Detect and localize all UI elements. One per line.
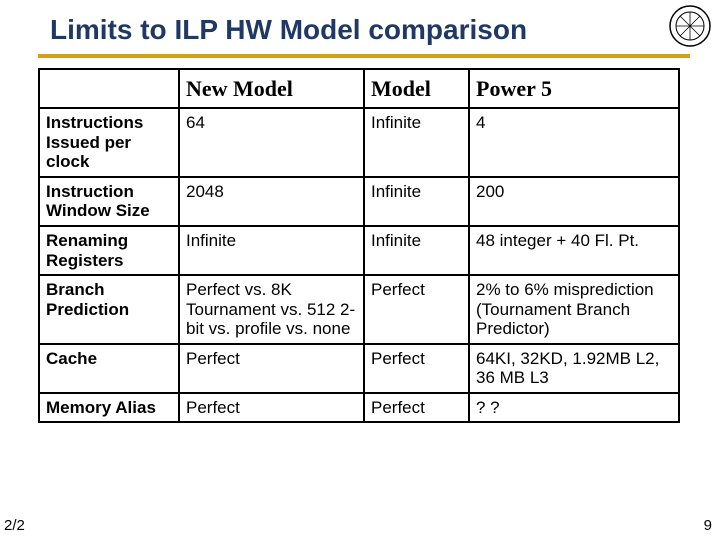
table-cell: Infinite <box>364 177 469 226</box>
table-cell: 200 <box>469 177 679 226</box>
row-label: Instruction Window Size <box>39 177 179 226</box>
table-header: Model <box>364 69 469 108</box>
table-row: Instructions Issued per clock 64 Infinit… <box>39 108 679 177</box>
table-cell: ? ? <box>469 393 679 423</box>
title-underline <box>38 54 690 58</box>
table-cell: 64 <box>179 108 364 177</box>
row-label: Branch Prediction <box>39 275 179 344</box>
row-label: Renaming Registers <box>39 226 179 275</box>
table-cell: Perfect <box>179 344 364 393</box>
table-cell: Infinite <box>179 226 364 275</box>
row-label: Instructions Issued per clock <box>39 108 179 177</box>
table-header-row: New Model Model Power 5 <box>39 69 679 108</box>
table-cell: Perfect <box>364 344 469 393</box>
table-cell: 2048 <box>179 177 364 226</box>
row-label: Cache <box>39 344 179 393</box>
comparison-table: New Model Model Power 5 Instructions Iss… <box>38 68 680 423</box>
seal-icon <box>668 4 712 48</box>
table-row: Branch Prediction Perfect vs. 8K Tournam… <box>39 275 679 344</box>
table-cell: Infinite <box>364 226 469 275</box>
table-row: Instruction Window Size 2048 Infinite 20… <box>39 177 679 226</box>
table-cell: Perfect vs. 8K Tournament vs. 512 2-bit … <box>179 275 364 344</box>
row-label: Memory Alias <box>39 393 179 423</box>
table-row: Renaming Registers Infinite Infinite 48 … <box>39 226 679 275</box>
table-header <box>39 69 179 108</box>
table-cell: 4 <box>469 108 679 177</box>
slide-title: Limits to ILP HW Model comparison <box>0 0 720 52</box>
footer-date: 2/2 <box>4 517 25 534</box>
table-cell: Perfect <box>364 275 469 344</box>
footer-page: 9 <box>704 517 712 534</box>
table-cell: 64KI, 32KD, 1.92MB L2, 36 MB L3 <box>469 344 679 393</box>
table-cell: Infinite <box>364 108 469 177</box>
table-cell: Perfect <box>179 393 364 423</box>
table-cell: Perfect <box>364 393 469 423</box>
table-row: Cache Perfect Perfect 64KI, 32KD, 1.92MB… <box>39 344 679 393</box>
table-header: Power 5 <box>469 69 679 108</box>
table-row: Memory Alias Perfect Perfect ? ? <box>39 393 679 423</box>
table-cell: 2% to 6% misprediction (Tournament Branc… <box>469 275 679 344</box>
table-header: New Model <box>179 69 364 108</box>
table-cell: 48 integer + 40 Fl. Pt. <box>469 226 679 275</box>
slide: Limits to ILP HW Model comparison New Mo… <box>0 0 720 540</box>
